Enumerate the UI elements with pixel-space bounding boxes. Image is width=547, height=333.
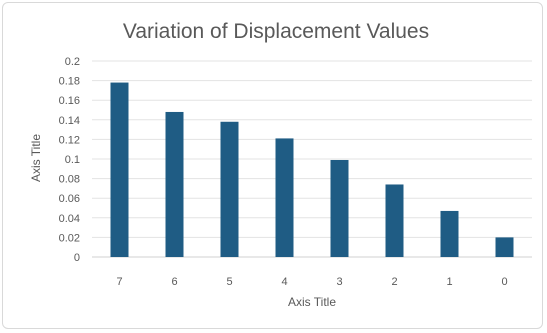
bar-4 (275, 138, 294, 257)
bar-6 (165, 111, 184, 258)
bar-2 (385, 184, 404, 257)
y-tick-label: 0.04 (59, 213, 80, 225)
bar-0 (495, 237, 514, 257)
y-tick-label: 0.2 (65, 56, 80, 68)
x-axis-title: Axis Title (288, 295, 336, 309)
x-tick-label: 0 (501, 276, 507, 288)
x-axis-ticks: 7 6 5 4 3 2 1 0 (116, 276, 507, 288)
y-axis-ticks: 0 0.02 0.04 0.06 0.08 0.1 0.12 0.14 0.16 0.18 0.2 (59, 56, 80, 264)
gridlines (92, 60, 532, 258)
y-axis-title: Axis Title (29, 134, 43, 182)
y-tick-label: 0.1 (65, 154, 80, 166)
x-tick-label: 3 (336, 276, 342, 288)
bar-5 (220, 121, 239, 257)
chart-frame (2, 2, 543, 329)
x-tick-label: 2 (391, 276, 397, 288)
y-tick-label: 0.12 (59, 134, 80, 146)
x-tick-label: 7 (116, 276, 122, 288)
chart-title: Variation of Displacement Values (123, 20, 429, 43)
y-tick-label: 0.06 (59, 193, 80, 205)
y-tick-label: 0.18 (59, 76, 80, 88)
bar-1 (440, 210, 459, 257)
bar-7 (110, 82, 129, 257)
y-tick-label: 0.02 (59, 232, 80, 244)
y-tick-label: 0.14 (59, 115, 80, 127)
x-tick-label: 6 (171, 276, 177, 288)
x-tick-label: 5 (226, 276, 232, 288)
bars (110, 82, 514, 258)
x-tick-label: 4 (281, 276, 287, 288)
y-tick-label: 0 (74, 252, 80, 264)
y-tick-label: 0.08 (59, 174, 80, 186)
y-tick-label: 0.16 (59, 95, 80, 107)
x-tick-label: 1 (446, 276, 452, 288)
bar-3 (330, 159, 349, 257)
